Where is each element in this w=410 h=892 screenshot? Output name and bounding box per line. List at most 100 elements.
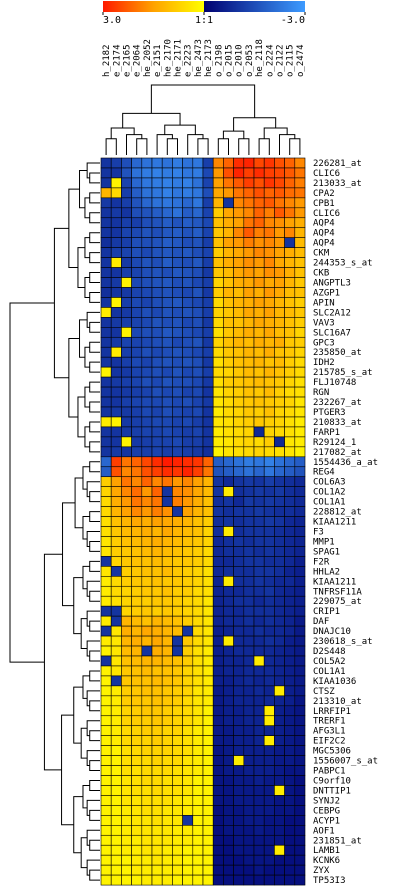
heatmap-cell bbox=[182, 844, 194, 856]
heatmap-cell bbox=[192, 844, 204, 856]
heatmap-cell bbox=[121, 735, 132, 746]
heatmap-cell bbox=[192, 346, 204, 358]
heatmap-cell bbox=[100, 376, 112, 388]
heatmap-cell bbox=[294, 556, 306, 567]
heatmap-cell bbox=[284, 765, 296, 776]
heatmap-cell bbox=[121, 486, 132, 497]
heatmap-cell bbox=[284, 496, 296, 507]
heatmap-cell bbox=[121, 356, 132, 368]
heatmap-cell bbox=[110, 327, 122, 338]
heatmap-cell bbox=[202, 645, 214, 657]
heatmap-cell bbox=[161, 536, 173, 547]
heatmap-cell bbox=[223, 177, 234, 189]
heatmap-cell bbox=[243, 715, 255, 727]
heatmap-cell bbox=[161, 576, 173, 587]
heatmap-cell bbox=[223, 775, 234, 786]
heatmap-cell bbox=[202, 177, 214, 189]
heatmap-cell bbox=[243, 785, 255, 796]
heatmap-cell bbox=[212, 854, 224, 866]
heatmap-cell bbox=[253, 207, 265, 219]
heatmap-cell bbox=[212, 227, 224, 238]
heatmap-cell bbox=[131, 376, 143, 388]
heatmap-cell bbox=[223, 715, 234, 727]
heatmap-cell bbox=[131, 416, 143, 428]
heatmap-cell bbox=[243, 755, 255, 766]
heatmap-cell bbox=[182, 556, 194, 567]
heatmap-cell bbox=[274, 267, 285, 278]
heatmap-cell bbox=[131, 217, 143, 229]
heatmap-cell bbox=[110, 456, 122, 468]
heatmap-cell bbox=[172, 605, 183, 617]
heatmap-cell bbox=[223, 795, 234, 806]
heatmap-cell bbox=[263, 426, 275, 438]
heatmap-cell bbox=[202, 775, 214, 786]
row-dendrogram bbox=[86, 799, 100, 816]
heatmap-cell bbox=[274, 715, 285, 727]
heatmap-cell bbox=[233, 605, 245, 617]
heatmap-cell bbox=[110, 257, 122, 268]
heatmap-cell bbox=[192, 635, 204, 647]
heatmap-cell bbox=[202, 615, 214, 627]
heatmap-cell bbox=[202, 227, 214, 238]
heatmap-cell bbox=[243, 227, 255, 238]
heatmap-cell bbox=[121, 695, 132, 707]
heatmap-cell bbox=[141, 815, 153, 826]
heatmap-cell bbox=[121, 844, 132, 856]
heatmap-cell bbox=[202, 516, 214, 527]
heatmap-cell bbox=[253, 346, 265, 358]
heatmap-cell bbox=[253, 247, 265, 258]
heatmap-cell bbox=[110, 805, 122, 816]
row-dendrogram bbox=[82, 784, 90, 809]
heatmap-cell bbox=[212, 625, 224, 637]
heatmap-cell bbox=[182, 864, 194, 876]
heatmap-cell bbox=[100, 366, 112, 378]
heatmap-cell bbox=[151, 386, 163, 398]
heatmap-cell bbox=[233, 476, 245, 487]
heatmap-cell bbox=[223, 287, 234, 298]
heatmap-cell bbox=[284, 177, 296, 189]
heatmap-cell bbox=[253, 436, 265, 448]
heatmap-cell bbox=[263, 297, 275, 308]
heatmap-cell bbox=[202, 834, 214, 846]
heatmap-cell bbox=[202, 805, 214, 816]
heatmap-cell bbox=[223, 496, 234, 507]
heatmap-cell bbox=[284, 406, 296, 418]
heatmap-cell bbox=[253, 675, 265, 687]
heatmap-cell bbox=[274, 496, 285, 507]
row-label: AQP4 bbox=[313, 229, 335, 239]
column-label: he_2170 bbox=[163, 39, 173, 77]
heatmap-cell bbox=[172, 267, 183, 278]
heatmap-cell bbox=[263, 576, 275, 587]
heatmap-cell bbox=[131, 615, 143, 627]
heatmap-cell bbox=[141, 665, 153, 677]
heatmap-cell bbox=[110, 526, 122, 537]
row-dendrogram bbox=[89, 780, 100, 791]
heatmap-cell bbox=[121, 456, 132, 468]
heatmap-cell bbox=[284, 536, 296, 547]
heatmap-cell bbox=[202, 864, 214, 876]
heatmap-cell bbox=[294, 456, 306, 468]
heatmap-cell bbox=[121, 436, 132, 448]
heatmap-cell bbox=[233, 645, 245, 657]
heatmap-cell bbox=[192, 177, 204, 189]
column-label: e_2174 bbox=[112, 44, 122, 77]
heatmap-cell bbox=[110, 287, 122, 298]
heatmap-cell bbox=[253, 576, 265, 587]
heatmap-cell bbox=[274, 536, 285, 547]
heatmap-cell bbox=[274, 625, 285, 637]
heatmap-cell bbox=[274, 665, 285, 677]
heatmap-cell bbox=[212, 476, 224, 487]
heatmap-cell bbox=[202, 675, 214, 687]
heatmap-cell bbox=[212, 745, 224, 756]
heatmap-cell bbox=[294, 187, 306, 199]
heatmap-cell bbox=[192, 785, 204, 796]
heatmap-cell bbox=[243, 416, 255, 428]
heatmap-cell bbox=[121, 416, 132, 428]
heatmap-cell bbox=[263, 356, 275, 368]
heatmap-cell bbox=[121, 775, 132, 786]
heatmap-cell bbox=[161, 755, 173, 766]
heatmap-cell bbox=[202, 576, 214, 587]
row-dendrogram bbox=[84, 277, 90, 298]
heatmap-cell bbox=[294, 506, 306, 517]
heatmap-cell bbox=[172, 207, 183, 219]
